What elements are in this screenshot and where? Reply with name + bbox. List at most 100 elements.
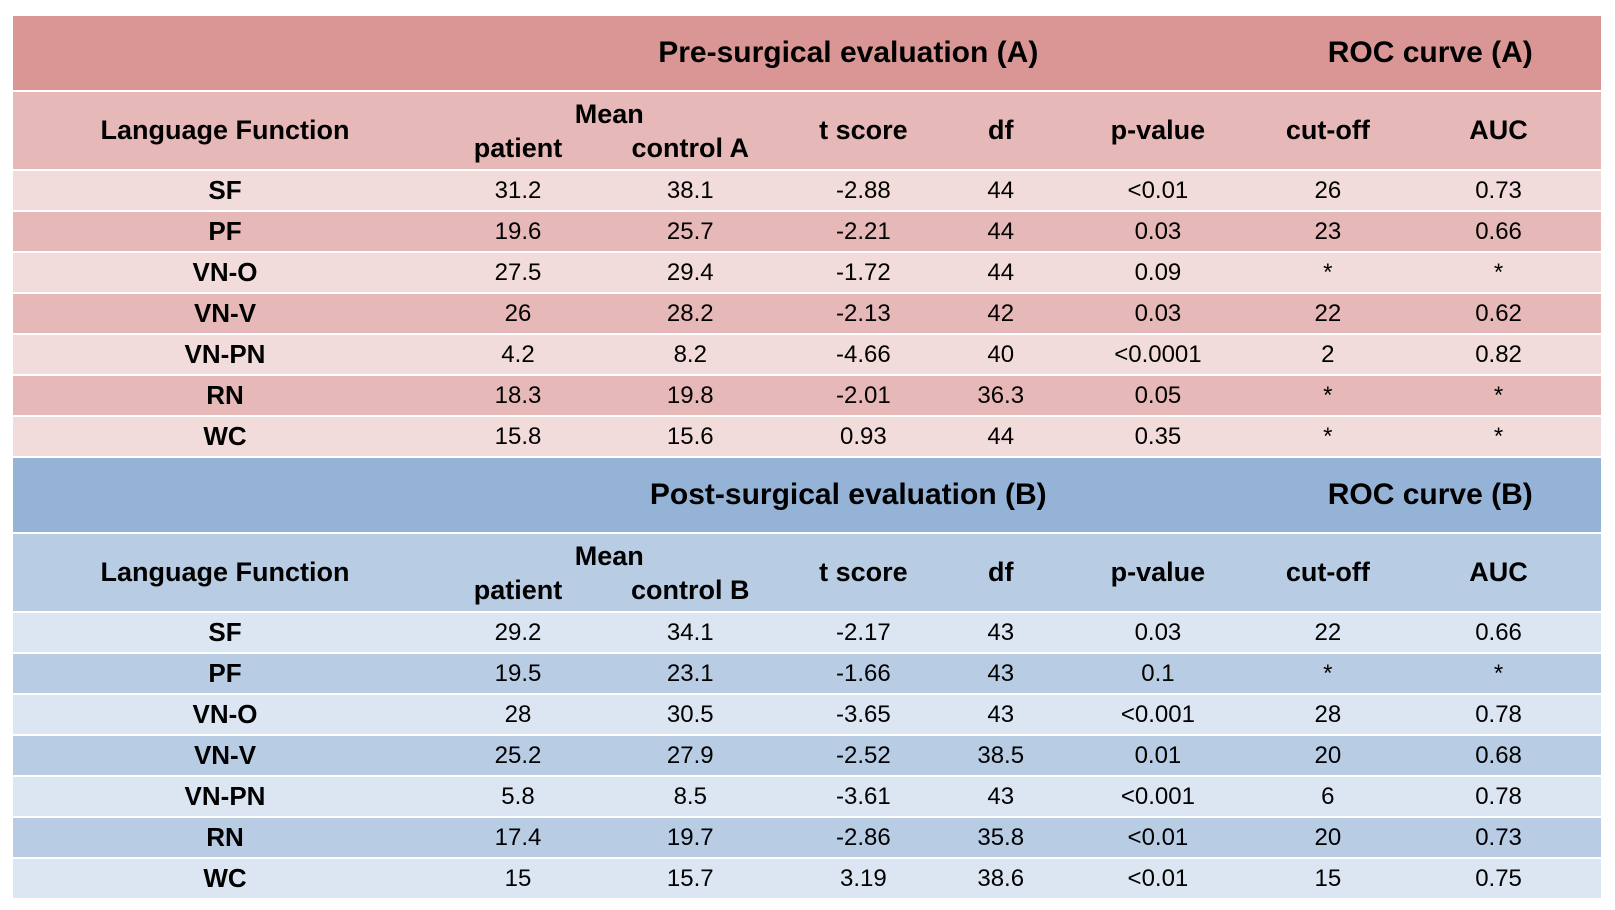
cell-control: 8.2 <box>598 335 782 374</box>
pre-surgical-section: Pre-surgical evaluation (A) ROC curve (A)… <box>13 16 1601 456</box>
row-label: RN <box>13 376 437 415</box>
evaluation-table: Pre-surgical evaluation (A) ROC curve (A)… <box>13 14 1601 900</box>
section-band-title: Post-surgical evaluation (B) <box>437 458 1260 532</box>
cell-cut-off: 20 <box>1259 736 1397 775</box>
row-label: VN-PN <box>13 777 437 816</box>
col-header-control: control A <box>631 132 750 163</box>
cell-control: 19.8 <box>598 376 782 415</box>
cell-p-value: <0.01 <box>1056 818 1260 857</box>
col-header-t-score: t score <box>781 92 946 169</box>
cell-cut-off: * <box>1259 376 1397 415</box>
post-surgical-band-row: Post-surgical evaluation (B) ROC curve (B… <box>13 458 1601 532</box>
cell-p-value: 0.03 <box>1056 212 1260 251</box>
cell-t-score: -3.61 <box>781 777 946 816</box>
table-row: SF 31.2 38.1 -2.88 44 <0.01 26 0.73 <box>13 171 1601 210</box>
cell-p-value: 0.05 <box>1056 376 1260 415</box>
table-row: WC 15 15.7 3.19 38.6 <0.01 15 0.75 <box>13 859 1601 898</box>
pre-surgical-column-header-row: Language Function Mean patient control A t s… <box>13 92 1601 169</box>
cell-df: 43 <box>945 695 1057 734</box>
cell-auc: * <box>1396 417 1601 456</box>
col-header-df: df <box>945 92 1057 169</box>
cell-cut-off: 26 <box>1259 171 1397 210</box>
table-row: VN-O 27.5 29.4 -1.72 44 0.09 * * <box>13 253 1601 292</box>
cell-auc: 0.82 <box>1396 335 1601 374</box>
cell-auc: 0.78 <box>1396 695 1601 734</box>
table-row: VN-O 28 30.5 -3.65 43 <0.001 28 0.78 <box>13 695 1601 734</box>
cell-p-value: 0.01 <box>1056 736 1260 775</box>
cell-p-value: <0.0001 <box>1056 335 1260 374</box>
col-header-mean-group: Mean patient control A <box>437 92 782 169</box>
cell-control: 8.5 <box>598 777 782 816</box>
cell-p-value: <0.001 <box>1056 777 1260 816</box>
row-label: WC <box>13 417 437 456</box>
cell-df: 35.8 <box>945 818 1057 857</box>
cell-control: 29.4 <box>598 253 782 292</box>
cell-cut-off: * <box>1259 654 1397 693</box>
col-header-language-function: Language Function <box>13 534 437 611</box>
cell-cut-off: 20 <box>1259 818 1397 857</box>
roc-band-title: ROC curve (A) <box>1259 16 1601 90</box>
col-header-control: control B <box>631 574 750 605</box>
cell-p-value: 0.03 <box>1056 613 1260 652</box>
cell-df: 44 <box>945 417 1057 456</box>
cell-auc: 0.73 <box>1396 171 1601 210</box>
cell-cut-off: 15 <box>1259 859 1397 898</box>
cell-patient: 25.2 <box>437 736 599 775</box>
cell-p-value: <0.001 <box>1056 695 1260 734</box>
row-label: WC <box>13 859 437 898</box>
cell-patient: 18.3 <box>437 376 599 415</box>
cell-t-score: -1.66 <box>781 654 946 693</box>
row-label: SF <box>13 171 437 210</box>
cell-patient: 19.6 <box>437 212 599 251</box>
cell-p-value: <0.01 <box>1056 171 1260 210</box>
cell-control: 34.1 <box>598 613 782 652</box>
table-row: VN-PN 5.8 8.5 -3.61 43 <0.001 6 0.78 <box>13 777 1601 816</box>
col-header-cut-off: cut-off <box>1259 92 1397 169</box>
cell-df: 44 <box>945 212 1057 251</box>
col-header-patient: patient <box>473 132 563 163</box>
cell-t-score: -2.52 <box>781 736 946 775</box>
cell-cut-off: 23 <box>1259 212 1397 251</box>
cell-auc: 0.68 <box>1396 736 1601 775</box>
cell-patient: 15 <box>437 859 599 898</box>
cell-control: 19.7 <box>598 818 782 857</box>
cell-df: 44 <box>945 253 1057 292</box>
col-header-p-value: p-value <box>1056 534 1260 611</box>
col-header-df: df <box>945 534 1057 611</box>
cell-patient: 31.2 <box>437 171 599 210</box>
cell-df: 43 <box>945 654 1057 693</box>
cell-patient: 28 <box>437 695 599 734</box>
col-header-patient: patient <box>473 574 563 605</box>
cell-t-score: -2.01 <box>781 376 946 415</box>
table-row: WC 15.8 15.6 0.93 44 0.35 * * <box>13 417 1601 456</box>
cell-t-score: 3.19 <box>781 859 946 898</box>
cell-control: 30.5 <box>598 695 782 734</box>
cell-cut-off: 28 <box>1259 695 1397 734</box>
cell-patient: 15.8 <box>437 417 599 456</box>
cell-t-score: -2.13 <box>781 294 946 333</box>
cell-df: 40 <box>945 335 1057 374</box>
cell-df: 43 <box>945 613 1057 652</box>
row-label: PF <box>13 212 437 251</box>
cell-control: 38.1 <box>598 171 782 210</box>
row-label: VN-O <box>13 695 437 734</box>
row-label: VN-V <box>13 736 437 775</box>
col-header-mean: Mean <box>574 98 644 129</box>
roc-band-title: ROC curve (B) <box>1259 458 1601 532</box>
cell-df: 42 <box>945 294 1057 333</box>
row-label: VN-PN <box>13 335 437 374</box>
cell-df: 44 <box>945 171 1057 210</box>
cell-df: 43 <box>945 777 1057 816</box>
cell-auc: 0.75 <box>1396 859 1601 898</box>
band-spacer <box>13 458 437 532</box>
cell-t-score: -3.65 <box>781 695 946 734</box>
col-header-mean: Mean <box>574 540 644 571</box>
cell-patient: 4.2 <box>437 335 599 374</box>
cell-control: 28.2 <box>598 294 782 333</box>
cell-patient: 26 <box>437 294 599 333</box>
cell-patient: 19.5 <box>437 654 599 693</box>
cell-auc: 0.66 <box>1396 212 1601 251</box>
cell-cut-off: 22 <box>1259 294 1397 333</box>
cell-auc: 0.66 <box>1396 613 1601 652</box>
cell-cut-off: * <box>1259 253 1397 292</box>
